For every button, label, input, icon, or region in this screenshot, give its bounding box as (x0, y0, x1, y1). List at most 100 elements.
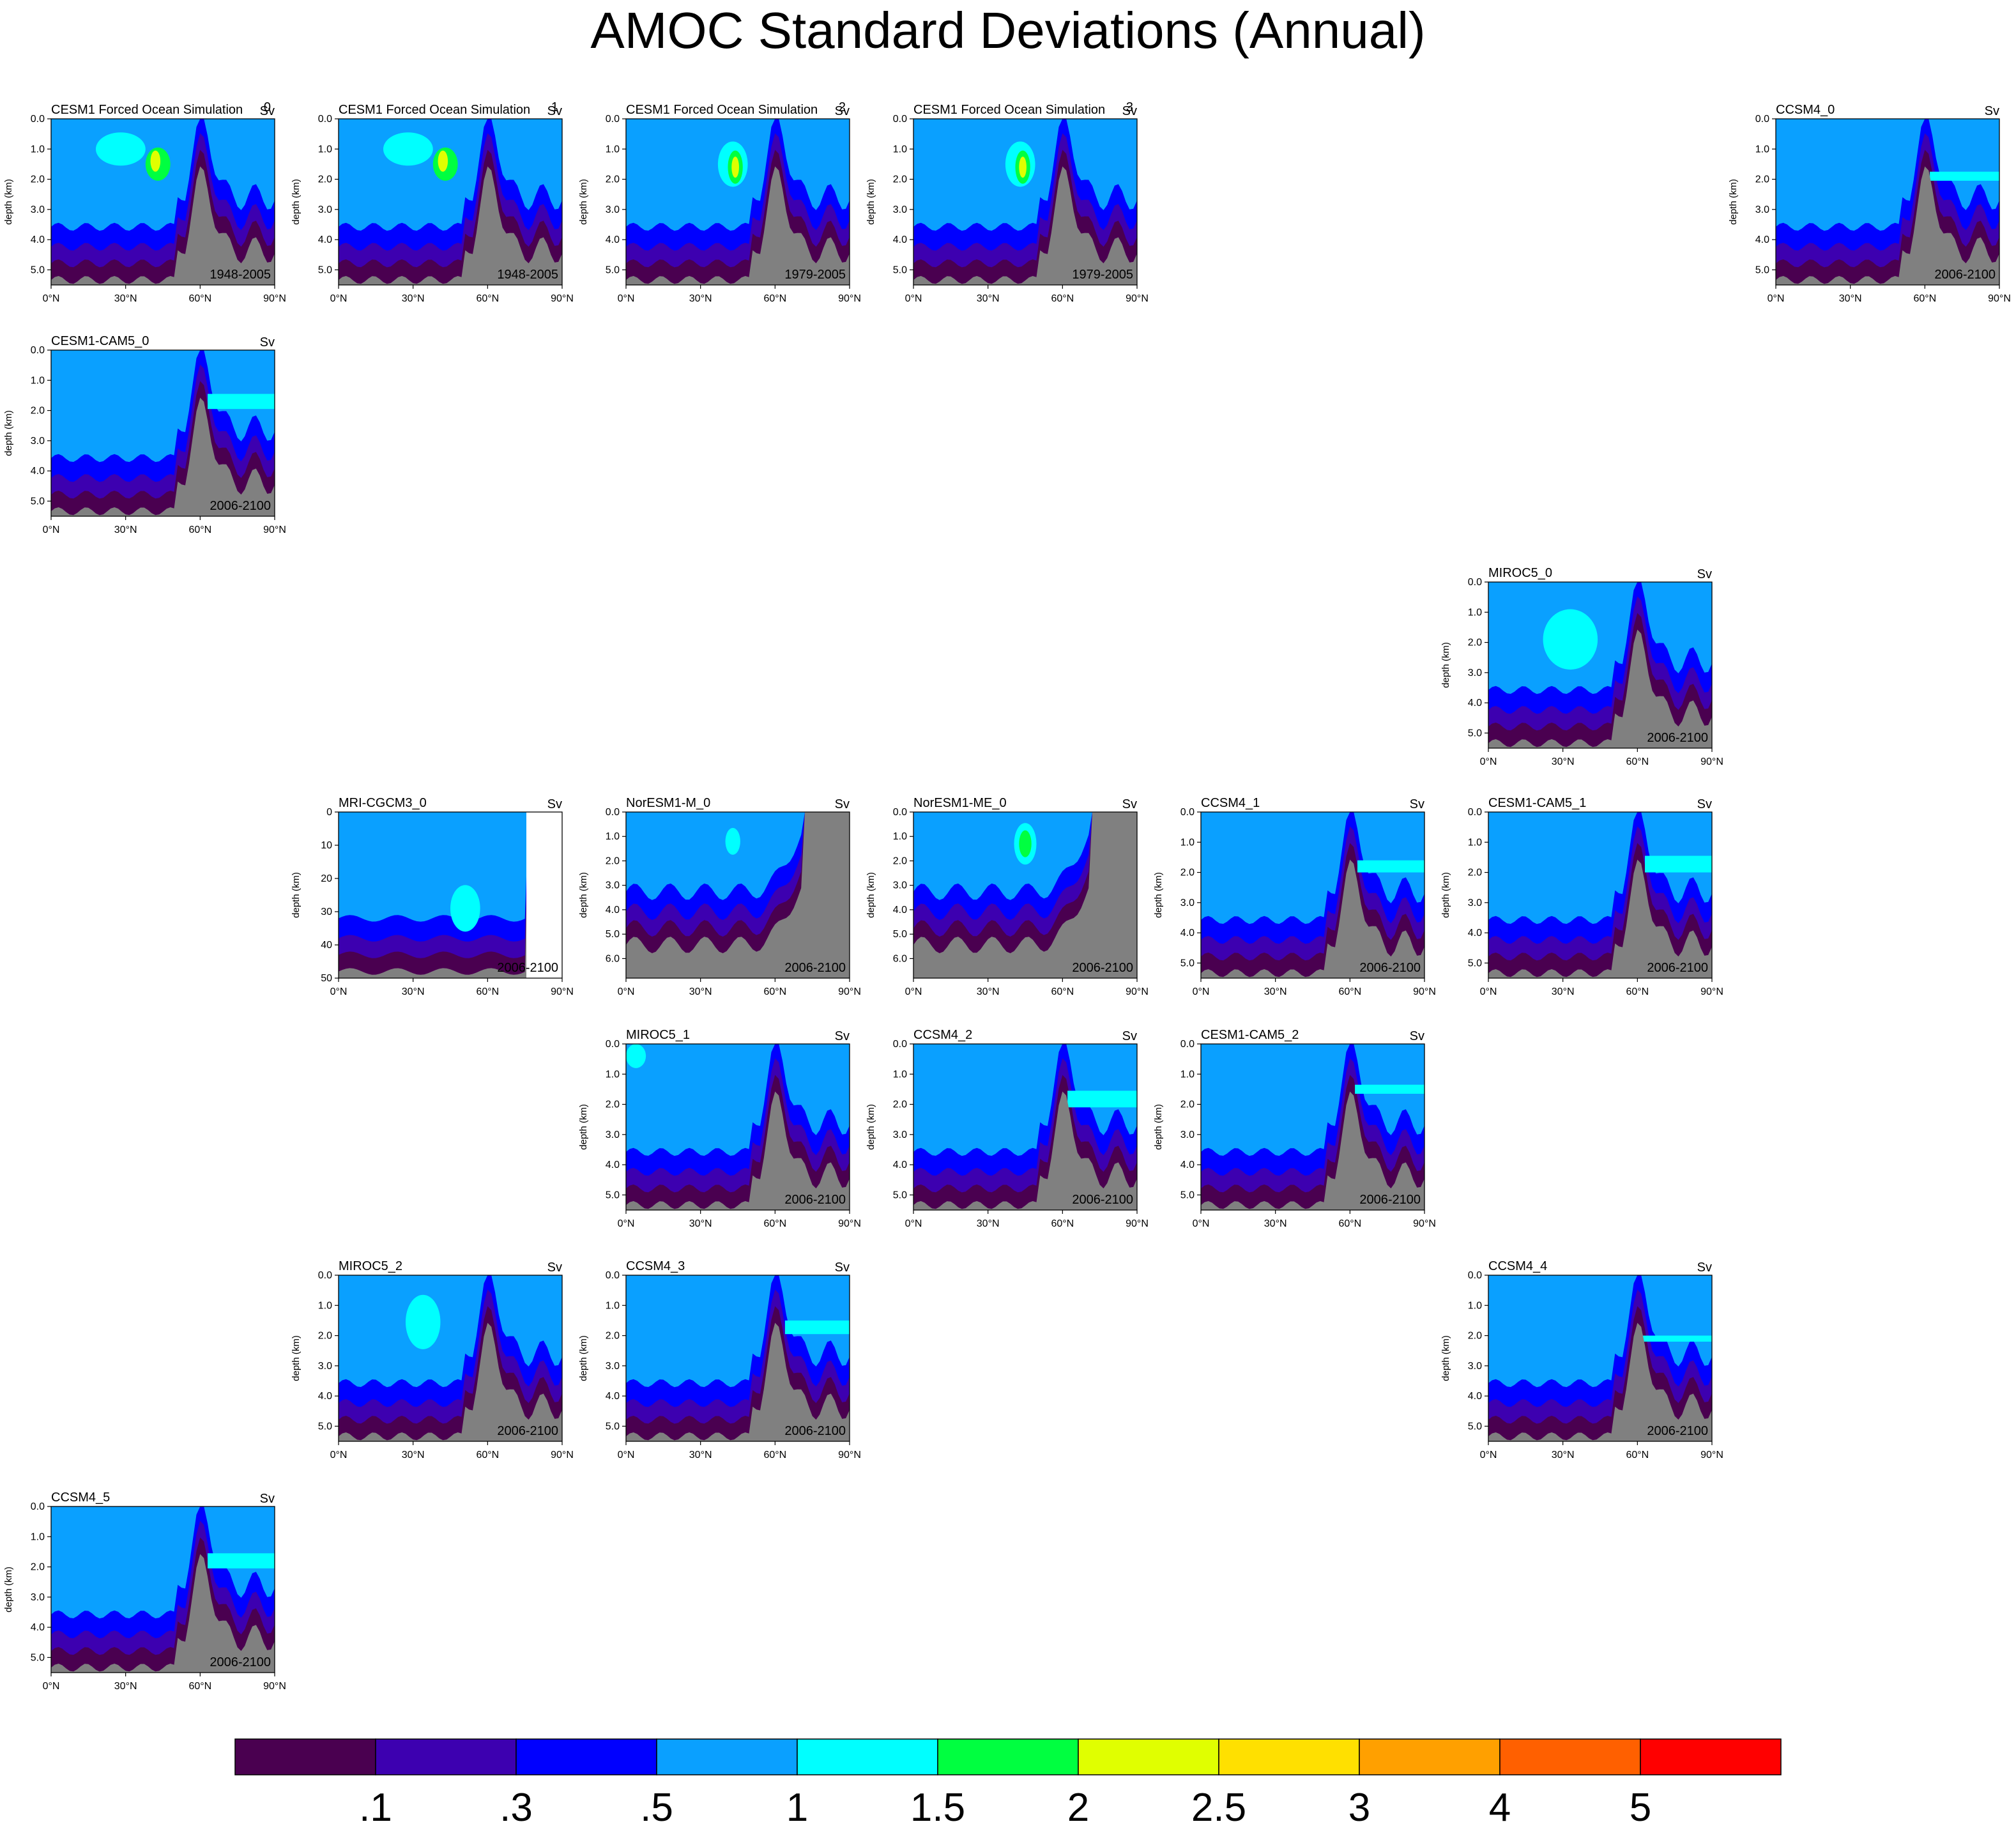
y-tick-label: 3.0 (31, 204, 45, 215)
amoc-panel: CCSM4_4 Sv 2006-2100 0.0 1.0 2.0 3.0 4.0 5.0 dept… (1437, 1246, 1725, 1476)
x-tick-label: 0°N (905, 1218, 922, 1229)
y-tick-label: 4.0 (318, 1391, 332, 1402)
x-tick-label: 60°N (1913, 293, 1936, 304)
panel-period: 2006-2100 (1072, 1193, 1133, 1207)
panel-units: Sv (1410, 1029, 1424, 1043)
y-tick-label: 4.0 (1468, 1391, 1482, 1402)
y-tick-label: 5.0 (318, 264, 332, 275)
y-tick-label: 1.0 (318, 144, 332, 155)
x-tick-label: 0°N (330, 986, 347, 997)
x-tick-label: 60°N (1626, 1450, 1649, 1460)
colorbar-swatch (797, 1738, 938, 1775)
x-tick-label: 0°N (905, 986, 922, 997)
y-tick-label: 2.0 (1468, 1331, 1482, 1342)
plot-frame (625, 811, 850, 979)
panel-title: CESM1 Forced Ocean Simulation (913, 103, 1105, 117)
colorbar-swatch (234, 1738, 376, 1775)
bathymetry (1488, 1322, 1712, 1441)
y-tick-label: 3.0 (31, 1592, 45, 1603)
colorbar-swatch (515, 1738, 657, 1775)
panel-title: CESM1 Forced Ocean Simulation (51, 103, 243, 117)
bathymetry (1488, 859, 1712, 978)
y-tick-label: 3.0 (1468, 898, 1482, 908)
plot-frame (50, 1506, 275, 1673)
x-tick-label: 60°N (476, 293, 499, 304)
amoc-panel-svg: CCSM4_2 Sv 2006-2100 0.0 1.0 2.0 3.0 4.0 5.0 dept… (866, 1028, 1149, 1229)
plot-frame (913, 811, 1138, 979)
y-tick-label: 4.0 (606, 1391, 620, 1402)
contour-blob (96, 132, 146, 166)
bathymetry (913, 166, 1137, 285)
y-tick-label: 3.0 (318, 204, 332, 215)
bathymetry (626, 812, 850, 978)
x-tick-label: 30°N (114, 293, 137, 304)
colorbar-swatch (1078, 1738, 1219, 1775)
plot-frame (50, 349, 275, 517)
amoc-panel: CCSM4_3 Sv 2006-2100 0.0 1.0 2.0 3.0 4.0 5.0 dept… (575, 1246, 862, 1476)
x-tick-label: 30°N (1552, 756, 1575, 767)
y-tick-label: 20 (321, 873, 332, 884)
x-tick-label: 60°N (763, 986, 786, 997)
panel-period: 1979-2005 (784, 268, 846, 282)
x-tick-label: 0°N (618, 1450, 635, 1460)
amoc-panel: NorESM1-ME_0 Sv 2006-2100 0.0 1.0 2.0 3.0 4.0 5.… (862, 783, 1150, 1013)
x-tick-label: 30°N (689, 1218, 712, 1229)
x-tick-label: 90°N (1700, 756, 1723, 767)
panel-tag: 1 (551, 100, 558, 114)
main-title: AMOC Standard Deviations (Annual) (590, 2, 1426, 59)
y-tick-label: 1.0 (1468, 607, 1482, 618)
y-axis-label: depth (km) (1440, 642, 1451, 688)
amoc-panel-svg: CESM1 Forced Ocean Simulation 0Sv 1948-200… (3, 100, 286, 304)
amoc-panel-svg: CESM1 Forced Ocean Simulation 2Sv 1979-200… (578, 100, 861, 304)
panel-period: 1948-2005 (210, 268, 271, 282)
y-tick-label: 4.0 (31, 1622, 45, 1633)
y-tick-label: 1.0 (31, 144, 45, 155)
contour-level-3 (339, 1275, 562, 1388)
y-tick-label: 3.0 (1755, 204, 1769, 215)
plot-frame (1775, 118, 2000, 286)
x-tick-label: 60°N (188, 525, 211, 535)
panel-units: Sv (1122, 104, 1137, 118)
y-axis-label: depth (km) (1440, 872, 1451, 918)
y-tick-label: 0.0 (606, 114, 620, 125)
bathymetry (51, 1554, 275, 1673)
bathymetry (1776, 166, 1999, 285)
y-tick-label: 2.0 (31, 1562, 45, 1573)
colorbar-swatch (1359, 1738, 1501, 1775)
colorbar-swatch (375, 1738, 517, 1775)
contour-level-3 (626, 812, 850, 900)
y-tick-label: 5.0 (1468, 1421, 1482, 1432)
panel-period: 2006-2100 (1647, 731, 1708, 745)
y-tick-label: 0.0 (1180, 1039, 1195, 1050)
bathymetry (626, 166, 850, 285)
y-tick-label: 6.0 (606, 953, 620, 964)
x-tick-label: 0°N (43, 525, 60, 535)
colorbar-label: 5 (1630, 1786, 1651, 1824)
y-tick-label: 1.0 (1468, 837, 1482, 848)
panel-units: Sv (1697, 797, 1712, 811)
x-tick-label: 90°N (551, 986, 574, 997)
plot-frame (1200, 1043, 1425, 1211)
panel-period: 2006-2100 (1359, 1193, 1421, 1207)
amoc-panel-svg: CCSM4_1 Sv 2006-2100 0.0 1.0 2.0 3.0 4.0 5.0 dept… (1153, 796, 1436, 997)
colorbar-label: .3 (500, 1786, 533, 1824)
panel-period: 2006-2100 (1647, 961, 1708, 975)
x-tick-label: 60°N (188, 1681, 211, 1692)
amoc-panel-svg: MIROC5_2 Sv 2006-2100 0.0 1.0 2.0 3.0 4.0 5.0 dep… (291, 1259, 574, 1460)
amoc-panel-svg: CCSM4_5 Sv 2006-2100 0.0 1.0 2.0 3.0 4.0 5.0 dept… (3, 1491, 286, 1692)
contour-level-3 (1488, 582, 1712, 694)
colorbar-label: 4 (1489, 1786, 1511, 1824)
amoc-panel-svg: CESM1-CAM5_0 Sv 2006-2100 0.0 1.0 2.0 3.0 4.0 5.… (3, 334, 286, 535)
x-tick-label: 90°N (1413, 1218, 1436, 1229)
contour-blob (1019, 830, 1032, 857)
plot-frame (1488, 811, 1713, 979)
y-tick-label: 2.0 (31, 174, 45, 185)
y-tick-label: 1.0 (606, 1069, 620, 1080)
y-tick-label: 3.0 (606, 880, 620, 891)
contour-blob (1543, 609, 1598, 670)
y-tick-label: 4.0 (893, 905, 907, 916)
plot-frame (338, 118, 563, 286)
panel-units: Sv (835, 104, 850, 118)
panel-period: 2006-2100 (1072, 961, 1133, 975)
panel-period: 2006-2100 (1359, 961, 1421, 975)
